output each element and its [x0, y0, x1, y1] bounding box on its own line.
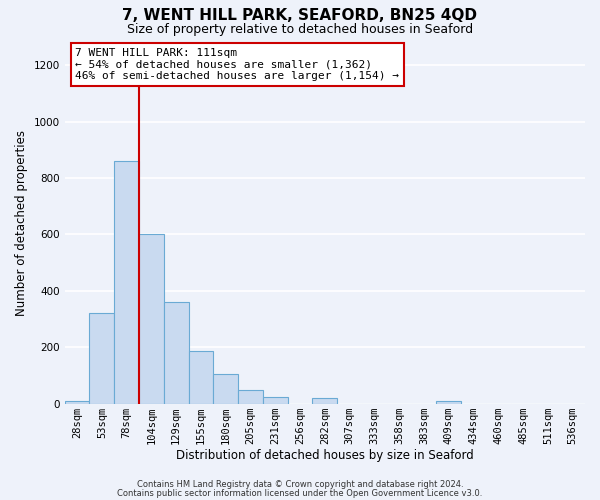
Y-axis label: Number of detached properties: Number of detached properties	[15, 130, 28, 316]
X-axis label: Distribution of detached houses by size in Seaford: Distribution of detached houses by size …	[176, 450, 474, 462]
Text: Contains public sector information licensed under the Open Government Licence v3: Contains public sector information licen…	[118, 488, 482, 498]
Text: 7 WENT HILL PARK: 111sqm
← 54% of detached houses are smaller (1,362)
46% of sem: 7 WENT HILL PARK: 111sqm ← 54% of detach…	[75, 48, 399, 81]
Text: Size of property relative to detached houses in Seaford: Size of property relative to detached ho…	[127, 22, 473, 36]
Bar	[436, 401, 461, 404]
Bar	[313, 398, 337, 404]
Bar	[89, 314, 114, 404]
Bar	[114, 161, 139, 404]
Bar	[65, 401, 89, 404]
Bar	[139, 234, 164, 404]
Bar	[238, 390, 263, 404]
Bar	[188, 352, 214, 404]
Bar	[164, 302, 188, 404]
Bar	[263, 396, 287, 404]
Text: 7, WENT HILL PARK, SEAFORD, BN25 4QD: 7, WENT HILL PARK, SEAFORD, BN25 4QD	[122, 8, 478, 22]
Bar	[214, 374, 238, 404]
Text: Contains HM Land Registry data © Crown copyright and database right 2024.: Contains HM Land Registry data © Crown c…	[137, 480, 463, 489]
